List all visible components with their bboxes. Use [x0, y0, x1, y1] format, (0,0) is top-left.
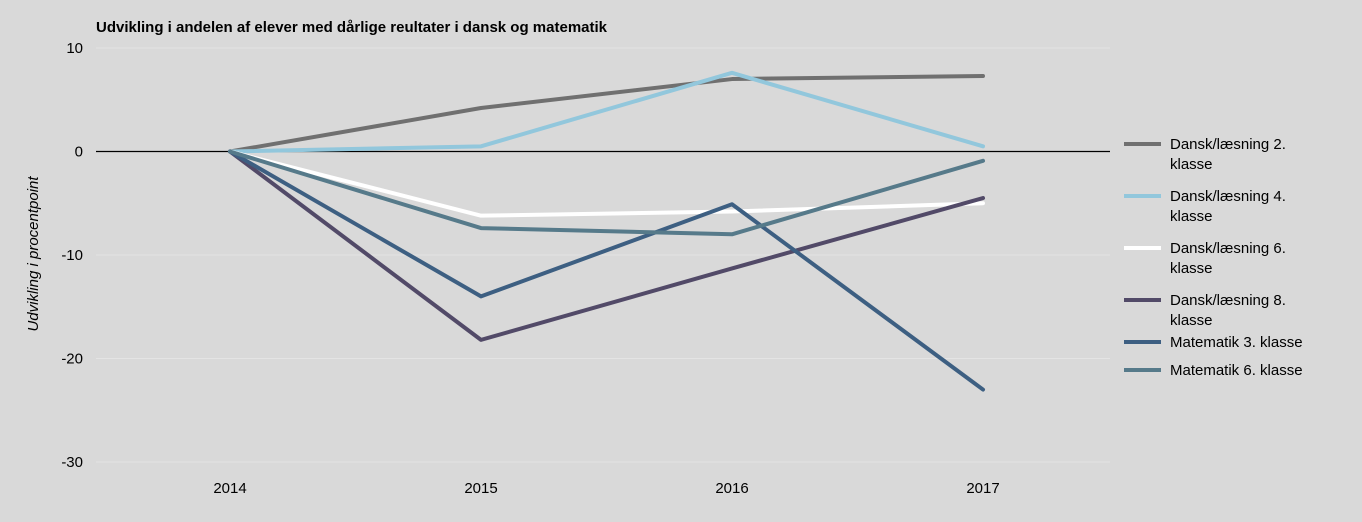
chart-title: Udvikling i andelen af elever med dårlig…: [96, 19, 608, 36]
legend-label: Dansk/læsning 2. klasse: [1170, 136, 1286, 173]
series-line-5: [228, 149, 985, 392]
y-tick-label: 0: [75, 144, 83, 161]
x-tick-label: 2017: [966, 480, 999, 497]
legend-label: Dansk/læsning 4. klasse: [1170, 188, 1286, 225]
y-tick-label: -20: [61, 351, 83, 368]
x-tick-label: 2015: [464, 480, 497, 497]
y-tick-label: -30: [61, 454, 83, 471]
y-tick-label: -10: [61, 247, 83, 264]
legend-label: Matematik 6. klasse: [1170, 362, 1303, 379]
series-line-3: [228, 149, 985, 218]
series-line-2: [228, 70, 985, 154]
x-axis-ticks: 2014 2015 2016 2017: [213, 480, 999, 497]
legend-label: Dansk/læsning 6. klasse: [1170, 240, 1286, 277]
y-axis-ticks: 10 0 -10 -20 -30: [61, 40, 83, 471]
legend-label: Matematik 3. klasse: [1170, 334, 1303, 351]
y-tick-label: 10: [66, 40, 83, 57]
x-tick-label: 2016: [715, 480, 748, 497]
series-line-6: [228, 149, 985, 237]
series-line-1: [228, 73, 985, 154]
y-axis-label: Udvikling i procentpoint: [25, 176, 42, 332]
legend-label: Dansk/læsning 8. klasse: [1170, 292, 1286, 329]
x-tick-label: 2014: [213, 480, 246, 497]
legend: Dansk/læsning 2. klasse Dansk/læsning 4. kl…: [1124, 136, 1303, 379]
series-line-4: [228, 149, 985, 342]
series-lines: [228, 70, 985, 392]
